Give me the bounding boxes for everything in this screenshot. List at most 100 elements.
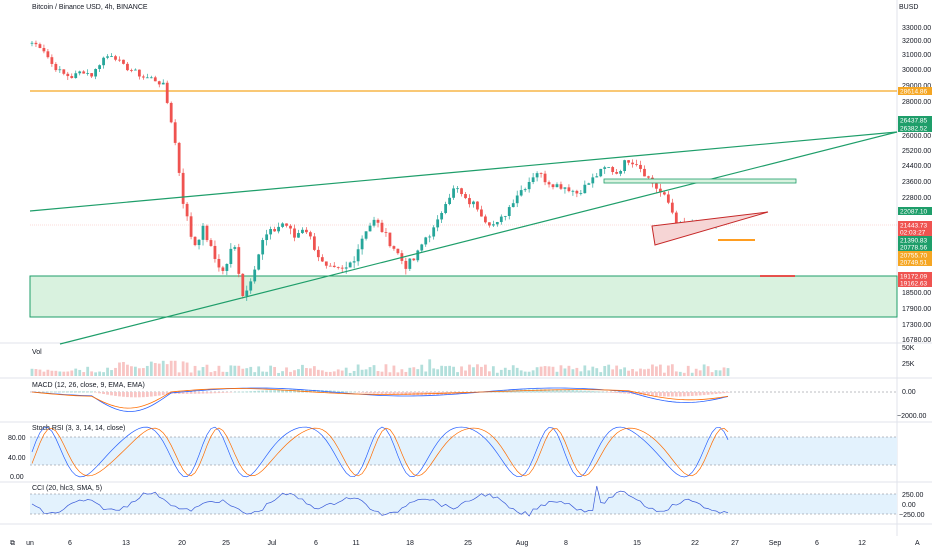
volume-bar bbox=[575, 368, 578, 376]
macd-histogram-bar bbox=[659, 392, 662, 396]
macd-histogram-bar bbox=[150, 392, 153, 397]
volume-bar bbox=[35, 369, 38, 376]
macd-histogram-bar bbox=[122, 392, 125, 397]
macd-histogram-bar bbox=[373, 392, 376, 393]
macd-histogram-bar bbox=[341, 391, 344, 392]
volume-bar bbox=[106, 368, 109, 376]
z-icon[interactable]: ⧉ bbox=[10, 540, 15, 547]
macd-histogram-bar bbox=[532, 389, 535, 392]
volume-bar bbox=[90, 371, 93, 376]
volume-bar bbox=[432, 368, 435, 376]
volume-bar bbox=[619, 369, 622, 376]
candle-body bbox=[671, 203, 674, 213]
candle-body bbox=[476, 202, 479, 210]
price-tick: 30000.00 bbox=[902, 67, 931, 74]
candle-body bbox=[122, 60, 125, 64]
candle-body bbox=[106, 56, 109, 57]
stoch-label: Stoch RSI (3, 3, 14, 14, close) bbox=[32, 425, 125, 432]
volume-bar bbox=[381, 372, 384, 376]
volume-bar bbox=[249, 367, 252, 376]
consolidation-box[interactable] bbox=[604, 179, 796, 183]
volume-bar bbox=[317, 370, 320, 376]
macd-histogram-bar bbox=[377, 392, 380, 394]
volume-bar bbox=[305, 368, 308, 376]
macd-histogram-bar bbox=[568, 390, 571, 393]
candle-body bbox=[393, 246, 396, 249]
auto-scale-icon[interactable]: A bbox=[915, 540, 920, 547]
volume-bar bbox=[385, 364, 388, 376]
volume-bar bbox=[265, 372, 268, 376]
candle-body bbox=[43, 48, 46, 51]
price-tick: 33000.00 bbox=[902, 25, 931, 32]
volume-bar bbox=[444, 366, 447, 376]
macd-histogram-bar bbox=[412, 392, 415, 395]
time-tick: 6 bbox=[68, 540, 72, 547]
macd-histogram-bar bbox=[202, 392, 205, 394]
candle-body bbox=[142, 76, 145, 77]
volume-bar bbox=[695, 369, 698, 376]
volume-bar bbox=[253, 372, 256, 376]
macd-histogram-bar bbox=[365, 392, 368, 393]
volume-bar bbox=[349, 373, 352, 376]
macd-histogram-bar bbox=[186, 392, 189, 394]
macd-histogram-bar bbox=[66, 391, 69, 392]
volume-bar bbox=[261, 372, 264, 376]
price-axis[interactable]: 33000.0032000.0031000.0030000.0029000.00… bbox=[898, 25, 932, 344]
macd-histogram-bar bbox=[130, 392, 133, 397]
volume-bar bbox=[237, 366, 240, 376]
macd-histogram-bar bbox=[198, 392, 201, 394]
candle-body bbox=[428, 237, 431, 238]
macd-histogram-bar bbox=[723, 392, 726, 393]
vol-tick-0: 50K bbox=[902, 345, 915, 352]
volume-bar bbox=[671, 364, 674, 376]
candle-body bbox=[579, 193, 582, 194]
candle-body bbox=[265, 234, 268, 240]
candle-body bbox=[357, 249, 360, 261]
candle-body bbox=[138, 70, 141, 77]
volume-bar bbox=[663, 373, 666, 376]
volume-bar bbox=[78, 370, 81, 376]
volume-bar bbox=[468, 365, 471, 376]
candle-body bbox=[599, 169, 602, 176]
volume-bar bbox=[345, 368, 348, 376]
volume-bar bbox=[424, 371, 427, 376]
macd-histogram-bar bbox=[655, 392, 658, 396]
macd-histogram-bar bbox=[237, 392, 240, 393]
macd-histogram-bar bbox=[671, 392, 674, 397]
macd-histogram-bar bbox=[727, 392, 730, 393]
support-zone[interactable] bbox=[30, 276, 897, 317]
time-tick: 6 bbox=[314, 540, 318, 547]
volume-bar bbox=[436, 369, 439, 376]
macd-histogram-bar bbox=[194, 392, 197, 394]
volume-bar bbox=[329, 372, 332, 376]
time-tick: 11 bbox=[352, 540, 359, 547]
wedge-upper-line[interactable] bbox=[30, 132, 897, 211]
volume-bar bbox=[572, 369, 575, 376]
volume-bar bbox=[516, 368, 519, 376]
volume-bar bbox=[337, 369, 340, 376]
macd-histogram-bar bbox=[579, 390, 582, 392]
candle-body bbox=[47, 51, 50, 57]
candle-body bbox=[194, 237, 197, 245]
macd-histogram-bar bbox=[587, 391, 590, 393]
volume-bar bbox=[420, 365, 423, 376]
macd-tick-1: −2000.00 bbox=[897, 413, 926, 420]
volume-label: Vol bbox=[32, 349, 42, 356]
macd-histogram-bar bbox=[162, 392, 165, 395]
volume-bar bbox=[31, 369, 34, 376]
volume-bar bbox=[544, 366, 547, 376]
macd-histogram-bar bbox=[94, 392, 97, 393]
candle-body bbox=[178, 143, 181, 173]
cci-label: CCI (20, hlc3, SMA, 5) bbox=[32, 485, 102, 492]
volume-bar bbox=[241, 369, 244, 376]
volume-bar bbox=[285, 367, 288, 376]
volume-bar bbox=[564, 368, 567, 376]
candle-body bbox=[480, 209, 483, 216]
volume-bar bbox=[178, 372, 181, 376]
macd-histogram-bar bbox=[62, 391, 65, 392]
macd-histogram-bar bbox=[218, 392, 221, 393]
candle-body bbox=[341, 268, 344, 269]
